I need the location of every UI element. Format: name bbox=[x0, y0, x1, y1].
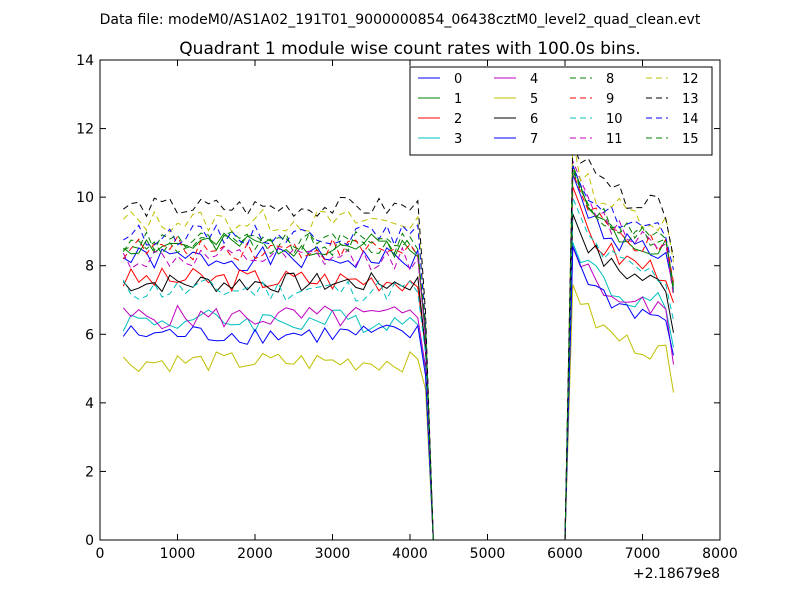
series-line-5 bbox=[122, 284, 674, 541]
y-tick-label: 6 bbox=[85, 327, 94, 343]
series-line-15 bbox=[123, 170, 674, 541]
ticks-layer: 0 1000 2000 3000 4000 5000 6000 7000 80000246810… bbox=[76, 53, 738, 562]
x-tick-label: 2000 bbox=[237, 546, 273, 562]
legend-label-2: 2 bbox=[454, 112, 462, 127]
series-line-0 bbox=[123, 174, 674, 541]
y-tick-label: 8 bbox=[85, 259, 94, 275]
x-tick-label: 6000 bbox=[547, 546, 583, 562]
x-tick-label: 4000 bbox=[392, 546, 428, 562]
x-tick-label: 5000 bbox=[470, 546, 506, 562]
series-line-1 bbox=[122, 164, 674, 541]
series-line-2 bbox=[122, 186, 674, 541]
legend-label-6: 6 bbox=[530, 112, 538, 127]
x-tick-label: 1000 bbox=[160, 546, 196, 562]
y-tick-label: 14 bbox=[76, 53, 94, 69]
legend-label-0: 0 bbox=[454, 72, 462, 87]
series-line-12 bbox=[122, 137, 674, 541]
y-tick-label: 12 bbox=[76, 122, 94, 138]
x-tick-label: 7000 bbox=[625, 546, 661, 562]
legend-label-11: 11 bbox=[606, 132, 623, 147]
series-line-6 bbox=[122, 213, 674, 541]
x-offset-label: +2.18679e8 bbox=[633, 566, 720, 582]
series-line-10 bbox=[122, 197, 674, 541]
series-line-3 bbox=[122, 242, 674, 541]
x-tick-label: 3000 bbox=[315, 546, 351, 562]
y-tick-label: 0 bbox=[85, 533, 94, 549]
legend-label-1: 1 bbox=[454, 92, 462, 107]
x-tick-label: 0 bbox=[96, 546, 105, 562]
series-line-8 bbox=[122, 168, 674, 541]
series-line-14 bbox=[123, 165, 674, 541]
legend-label-12: 12 bbox=[682, 72, 699, 87]
legend-label-8: 8 bbox=[606, 72, 614, 87]
legend-label-4: 4 bbox=[530, 72, 538, 87]
x-tick-label: 8000 bbox=[702, 546, 738, 562]
series-line-13 bbox=[123, 143, 674, 541]
chart-title: Quadrant 1 module wise count rates with … bbox=[179, 39, 640, 59]
series-line-9 bbox=[122, 172, 674, 541]
legend-box bbox=[409, 66, 713, 156]
y-tick-label: 10 bbox=[76, 190, 94, 206]
legend-label-13: 13 bbox=[682, 92, 699, 107]
series-line-11 bbox=[122, 160, 674, 541]
y-tick-label: 4 bbox=[85, 396, 94, 412]
legend-label-3: 3 bbox=[454, 132, 462, 147]
legend-label-5: 5 bbox=[530, 92, 538, 107]
legend-label-7: 7 bbox=[530, 132, 538, 147]
legend-label-10: 10 bbox=[606, 112, 623, 127]
legend-label-9: 9 bbox=[606, 92, 614, 107]
legend-label-15: 15 bbox=[682, 132, 699, 147]
legend-label-14: 14 bbox=[682, 112, 699, 127]
y-tick-label: 2 bbox=[85, 464, 94, 480]
chart-suptitle: Data file: modeM0/AS1A02_191T01_90000008… bbox=[100, 12, 701, 28]
series-layer bbox=[122, 137, 674, 541]
series-line-7 bbox=[122, 245, 674, 541]
